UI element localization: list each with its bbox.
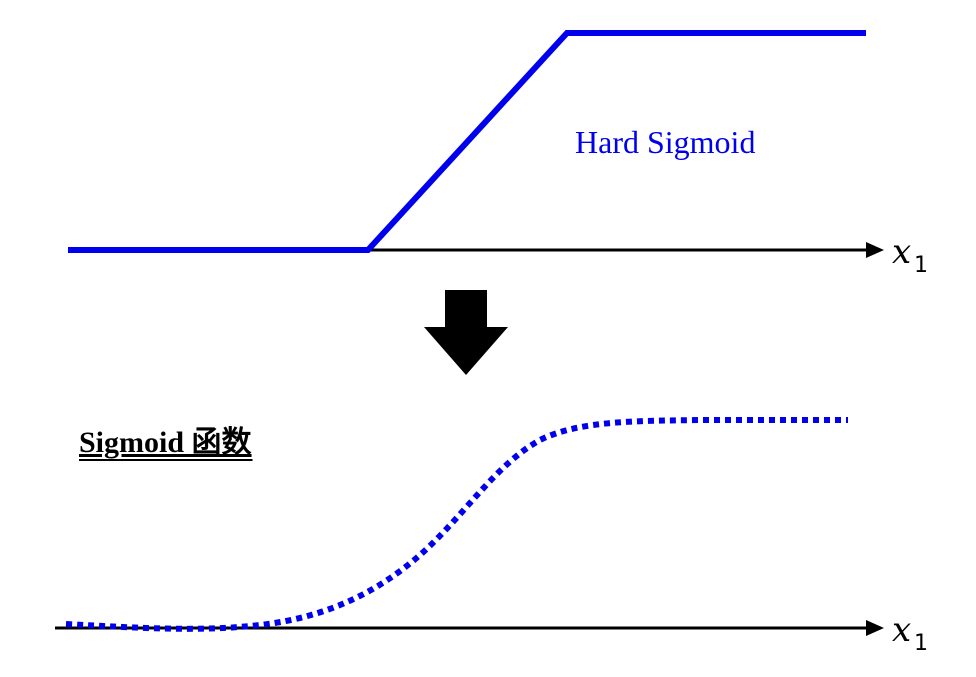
bottom-axis-subscript: 1 xyxy=(914,631,928,656)
bottom-panel: Sigmoid 函数 x 1 xyxy=(55,417,928,656)
hard-sigmoid-label: Hard Sigmoid xyxy=(575,124,755,160)
top-axis-label: x xyxy=(892,232,911,272)
hard-sigmoid-curve xyxy=(68,30,866,253)
sigmoid-curve xyxy=(65,417,848,632)
top-axis-subscript: 1 xyxy=(914,253,928,278)
top-x-axis-arrowhead xyxy=(866,242,884,258)
bottom-axis-label: x xyxy=(892,610,911,650)
sigmoid-title: Sigmoid 函数 xyxy=(79,426,253,459)
bottom-x-axis-arrowhead xyxy=(866,620,884,636)
top-panel: Hard Sigmoid x 1 xyxy=(68,30,928,278)
down-arrow-icon xyxy=(424,290,508,375)
